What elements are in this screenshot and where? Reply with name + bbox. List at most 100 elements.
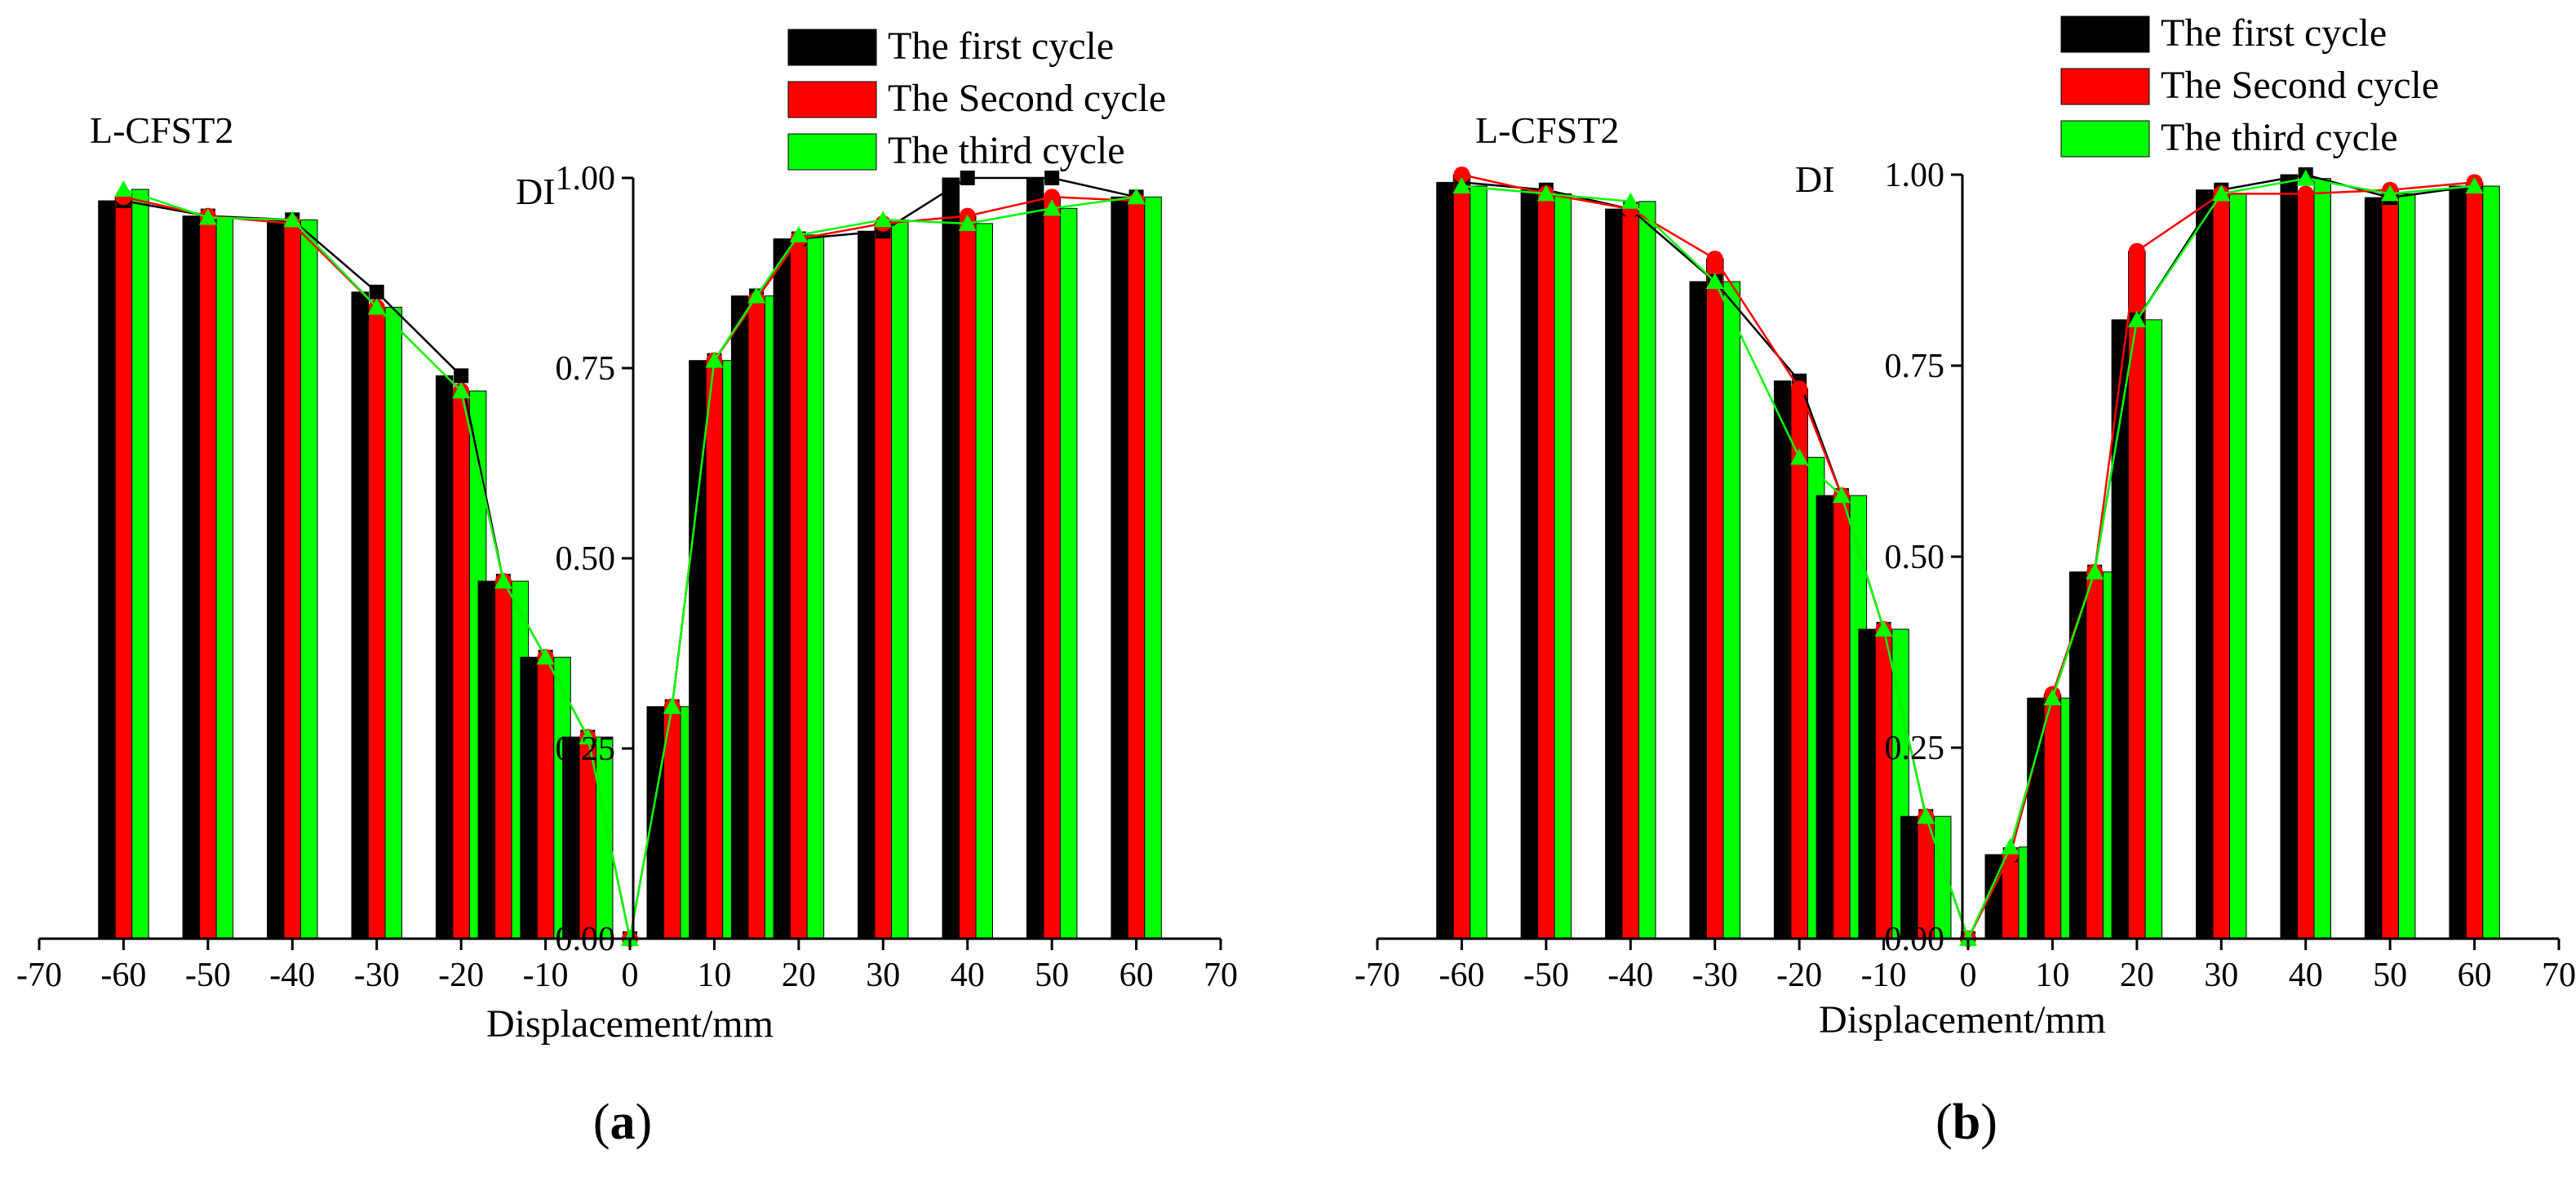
bar-b-s2-x-50 (1554, 193, 1572, 939)
legend-label-a-1: The Second cycle (888, 77, 1166, 120)
bar-a-s0-x-60 (98, 200, 116, 939)
marker-b-s2-x20 (2127, 310, 2146, 327)
marker-b-s1-x20 (2128, 242, 2145, 260)
bar-a-s2-x-60 (131, 189, 149, 939)
bar-a-s0-x30 (858, 230, 876, 939)
x-tick-label-b-12: 50 (2373, 957, 2407, 994)
bar-a-s2-x30 (891, 219, 909, 939)
x-tick-label-a-14: 70 (1204, 957, 1238, 994)
bar-a-s1-x40 (959, 215, 977, 939)
bar-b-s0-x-30 (1689, 281, 1707, 939)
legend-swatch-b-0 (2060, 16, 2150, 53)
marker-b-s1-x-60 (1453, 167, 1470, 183)
bar-b-s1-x10 (2043, 694, 2062, 939)
bar-b-s2-x20 (2144, 319, 2163, 939)
chart-title-a: L-CFST2 (90, 109, 233, 151)
bar-a-s0-x20 (773, 238, 791, 939)
marker-a-s2-x-10 (536, 648, 555, 665)
bar-b-s0-x-40 (1605, 208, 1623, 939)
panel-label-letter: a (610, 1095, 636, 1150)
marker-b-s2-x-20 (1790, 448, 1809, 465)
bar-b-s2-x-30 (1723, 281, 1740, 939)
marker-b-s2-x30 (2212, 184, 2231, 202)
marker-a-s2-x-20 (452, 381, 471, 398)
bar-a-s1-x-40 (283, 223, 301, 939)
bar-b-s0-x-15 (1816, 495, 1834, 939)
bar-b-s2-x30 (2229, 193, 2247, 939)
bar-a-s0-x-20 (435, 375, 454, 939)
bar-b-s0-x30 (2196, 189, 2214, 939)
bar-b-s0-x-20 (1773, 380, 1792, 939)
panel-label-close: ) (1980, 1095, 1997, 1150)
chart-panel-b (1376, 16, 2560, 950)
y-tick-label-b-2: 0.50 (1885, 539, 1945, 576)
panel-label-letter: b (1953, 1095, 1980, 1150)
marker-a-s2-x5 (663, 697, 681, 714)
x-tick-label-b-3: -40 (1607, 957, 1653, 994)
marker-a-s2-x30 (874, 211, 893, 228)
y-tick-label-a-2: 0.50 (556, 540, 616, 578)
bar-a-s1-x-50 (199, 215, 217, 939)
marker-b-s2-x15 (2086, 562, 2104, 580)
x-tick-label-b-8: 10 (2035, 957, 2069, 994)
x-tick-label-a-5: -20 (438, 957, 484, 994)
legend-swatch-b-1 (2060, 68, 2150, 105)
bar-a-s1-x20 (790, 238, 808, 939)
bar-b-s1-x-60 (1452, 174, 1471, 939)
bar-a-s1-x-15 (494, 580, 512, 939)
x-tick-label-a-1: -60 (100, 957, 146, 994)
bar-b-s2-x60 (2482, 185, 2500, 939)
marker-a-s2-x-50 (198, 208, 217, 225)
bar-a-s0-x50 (1026, 177, 1044, 939)
x-tick-label-a-12: 50 (1035, 957, 1069, 994)
x-tick-label-b-9: 20 (2120, 957, 2154, 994)
x-tick-label-a-13: 60 (1120, 957, 1154, 994)
x-tick-label-a-10: 30 (866, 957, 900, 994)
marker-a-s2-x50 (1043, 199, 1062, 216)
marker-b-s1-x-30 (1706, 250, 1723, 267)
x-tick-label-b-2: -50 (1523, 957, 1569, 994)
bar-a-s1-x-10 (536, 656, 555, 939)
panel-label-open: ( (1935, 1095, 1953, 1150)
legend-swatch-a-2 (787, 133, 877, 171)
x-tick-label-a-9: 20 (782, 957, 816, 994)
bar-a-s0-x-30 (351, 291, 369, 939)
x-tick-label-b-7: 0 (1960, 957, 1977, 994)
marker-a-s2-x20 (789, 225, 808, 242)
chart-title-b: L-CFST2 (1475, 109, 1619, 151)
y-tick-label-a-3: 0.75 (556, 350, 616, 388)
x-tick-label-a-11: 40 (951, 957, 985, 994)
x-tick-label-a-3: -40 (269, 957, 315, 994)
y-tick-label-a-4: 1.00 (556, 160, 616, 198)
marker-a-s2-x-60 (114, 180, 133, 197)
bar-a-s1-x60 (1127, 200, 1146, 939)
x-axis-label-b: Displacement/mm (1819, 998, 2106, 1042)
bar-b-s2-x-60 (1470, 185, 1488, 939)
panel-label-open: ( (593, 1095, 610, 1150)
bar-b-s1-x40 (2297, 193, 2315, 939)
x-tick-label-b-4: -30 (1692, 957, 1738, 994)
bar-b-s1-x30 (2212, 193, 2230, 939)
marker-a-s1-x50 (1044, 189, 1061, 206)
x-tick-label-b-5: -20 (1776, 957, 1822, 994)
bar-a-s0-x-15 (477, 580, 496, 939)
panel-label-b: (b) (1935, 1095, 1997, 1150)
bar-b-s1-x-15 (1833, 495, 1851, 939)
y-tick-label-b-3: 0.75 (1885, 348, 1945, 385)
marker-b-s2-x40 (2296, 169, 2315, 186)
marker-b-s2-x-60 (1452, 177, 1471, 194)
bar-a-s2-x50 (1059, 207, 1078, 939)
marker-b-s1-x-20 (1791, 380, 1808, 398)
bar-a-s2-x40 (975, 223, 993, 939)
marker-a-s2-x-5 (579, 728, 597, 745)
marker-b-s2-x-15 (1832, 486, 1851, 504)
panel-label-close: ) (636, 1095, 653, 1150)
bar-a-s1-x10 (705, 360, 724, 939)
marker-b-s2-x10 (2043, 689, 2062, 706)
marker-a-s2-x40 (958, 214, 977, 231)
marker-b-s2-x50 (2381, 184, 2400, 202)
x-tick-label-b-6: -10 (1861, 957, 1907, 994)
marker-a-s0-x40 (960, 171, 975, 185)
marker-b-s2-x-50 (1536, 184, 1555, 202)
y-axis-label-a: DI (516, 171, 556, 212)
